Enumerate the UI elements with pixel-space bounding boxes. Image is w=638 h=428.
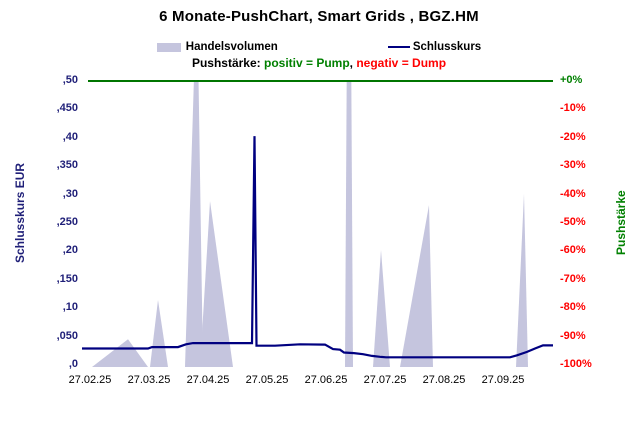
right-axis-tick-label: -100%	[560, 358, 592, 370]
price-line	[82, 136, 553, 359]
right-axis-tick-label: +0%	[560, 74, 583, 86]
left-axis-tick-label: ,450	[56, 102, 78, 115]
legend-row-series: Handelsvolumen Schlusskurs	[0, 41, 638, 53]
x-axis-date-label: 27.04.25	[186, 374, 230, 386]
price-legend-line-icon	[387, 46, 410, 48]
left-axis-tick-label: ,50	[62, 74, 78, 86]
volume-spike	[185, 80, 203, 367]
x-axis-date-label: 27.03.25	[127, 374, 171, 386]
push-legend-separator: ,	[349, 56, 357, 70]
legend-row-push: Pushstärke: positiv = Pump , negativ = D…	[0, 56, 638, 70]
left-axis-tick-label: ,250	[56, 216, 78, 228]
left-axis-tick-label: ,40	[62, 130, 78, 143]
x-axis-date-label: 27.05.25	[245, 374, 289, 386]
right-axis-tick-label: -60%	[560, 244, 586, 257]
volume-spike	[516, 193, 528, 367]
left-axis-tick-label: ,30	[62, 187, 78, 200]
chart-title: 6 Monate-PushChart, Smart Grids , BGZ.HM	[159, 8, 479, 25]
volume-area-series	[92, 80, 528, 367]
x-axis-date-label: 27.09.25	[481, 374, 525, 386]
volume-spike	[345, 80, 353, 367]
volume-spike	[200, 201, 233, 367]
price-legend-label: Schlusskurs	[412, 41, 482, 53]
left-axis-tick-label: ,10	[62, 301, 78, 314]
right-axis-tick-label: -20%	[560, 130, 586, 143]
push-legend-negative: negativ = Dump	[356, 56, 447, 70]
x-axis-date-label: 27.08.25	[422, 374, 466, 386]
volume-legend-swatch-icon	[156, 42, 181, 52]
right-axis-tick-label: -70%	[560, 272, 586, 285]
x-axis-date-label: 27.07.25	[363, 374, 407, 386]
right-axis-tick-label: -80%	[560, 301, 586, 314]
right-axis-tick-label: -30%	[560, 159, 586, 172]
right-axis-tick-label: -50%	[560, 216, 586, 228]
right-axis-tick-label: -40%	[560, 187, 586, 200]
volume-legend-label: Handelsvolumen	[185, 41, 278, 53]
right-axis-tick-label: -10%	[560, 102, 586, 115]
volume-spike	[373, 250, 390, 367]
x-axis-date-label: 27.06.25	[304, 374, 348, 386]
volume-spike	[150, 300, 168, 367]
push-legend-positive: positiv = Pump	[263, 56, 350, 70]
right-axis-tick-label: -90%	[560, 329, 586, 342]
push-legend-prefix: Pushstärke:	[191, 56, 264, 70]
left-axis-tick-label: ,050	[56, 329, 78, 342]
left-axis-tick-label: ,0	[68, 358, 78, 370]
left-axis-tick-label: ,20	[62, 244, 78, 257]
volume-spike	[400, 205, 433, 367]
left-axis-tick-label: ,350	[56, 159, 78, 172]
left-axis-tick-label: ,150	[56, 272, 78, 285]
x-axis-date-label: 27.02.25	[68, 374, 112, 386]
volume-spike	[92, 339, 148, 367]
